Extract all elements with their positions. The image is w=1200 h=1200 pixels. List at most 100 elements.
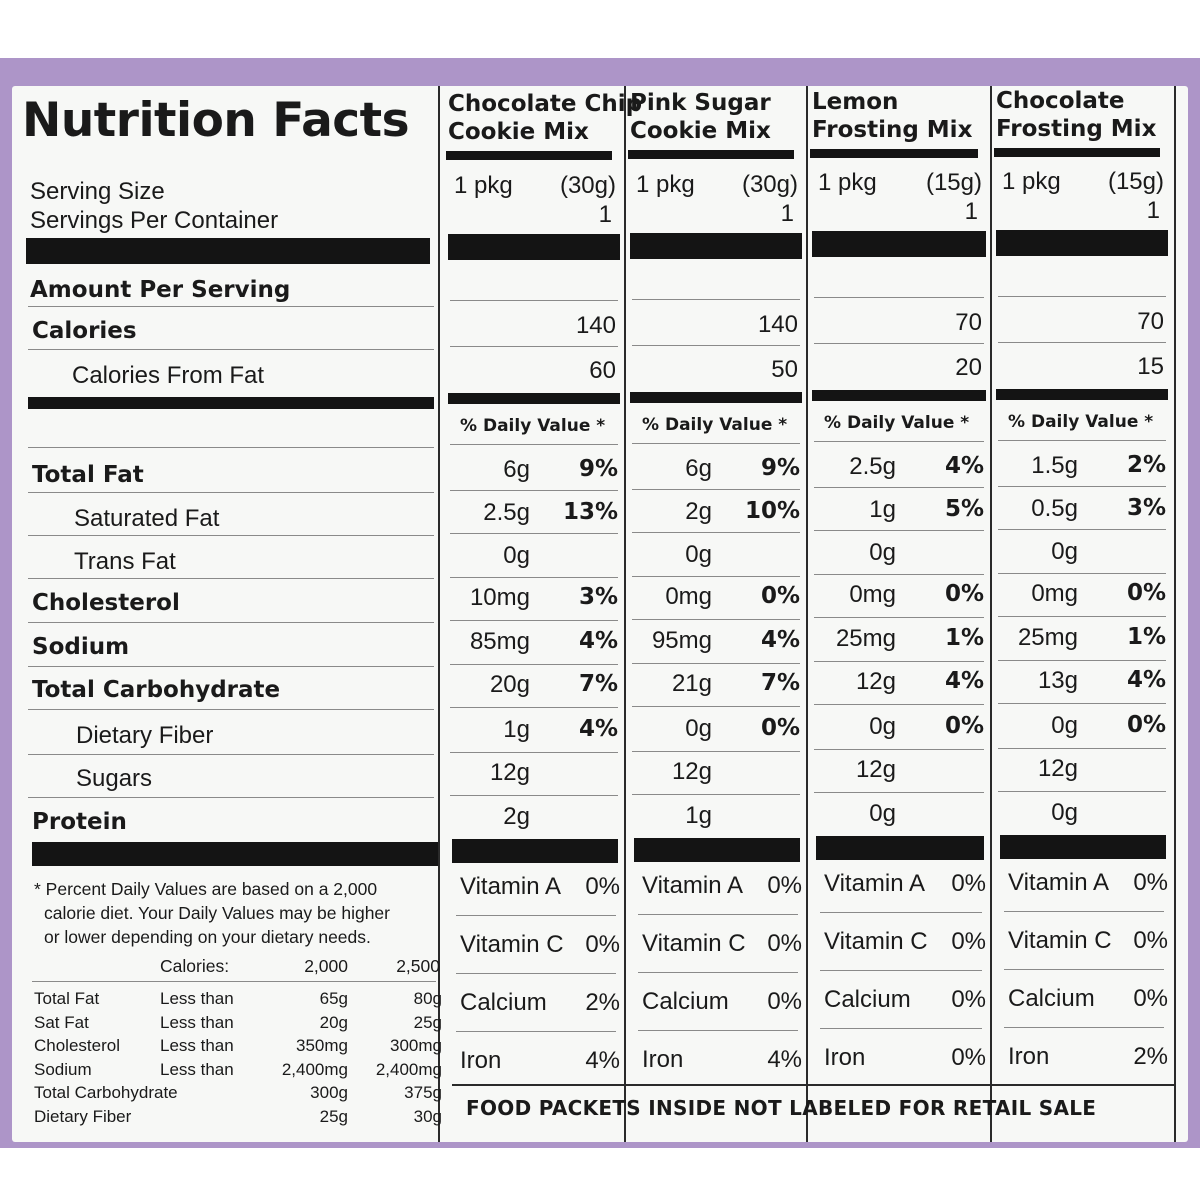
calcium-value: 0%: [1133, 984, 1168, 1012]
nutrient-label-sodium: Sodium: [32, 634, 130, 660]
amount-cholesterol: 0mg: [665, 582, 712, 610]
amount-per-serving-label: Amount Per Serving: [30, 277, 291, 303]
row-divider: [998, 702, 1166, 704]
daily-value-saturated-fat: 13%: [562, 499, 618, 525]
nutrient-label-calories-from-fat: Calories From Fat: [72, 362, 265, 389]
row-divider: [450, 752, 618, 753]
vitamin-c-label: Vitamin C: [824, 928, 928, 955]
row-divider: [450, 444, 618, 445]
footnote-nutrient: Sodium: [34, 1059, 92, 1079]
medium-rule: [812, 390, 986, 401]
product-name-line1: Pink Sugar: [630, 90, 771, 116]
row-divider: [814, 661, 984, 662]
daily-value-dietary-fiber: 4%: [578, 716, 618, 742]
serving-qty: 1 pkg: [636, 170, 695, 198]
row-divider: [456, 915, 616, 916]
header-rule: [446, 151, 612, 160]
amount-total-fat: 1.5g: [1031, 451, 1078, 479]
row-divider: [820, 912, 982, 913]
amount-trans-fat: 0g: [685, 540, 712, 568]
amount-sodium: 25mg: [835, 625, 896, 652]
amount-dietary-fiber: 0g: [869, 713, 896, 740]
amount-total-fat: 6g: [503, 456, 530, 483]
vitamin-c-label: Vitamin C: [642, 929, 746, 957]
footnote-2000: 25g: [319, 1107, 348, 1126]
row-divider: [450, 346, 618, 347]
row-divider: [998, 528, 1166, 530]
footnote-2500: 25g: [413, 1012, 442, 1032]
row-divider: [632, 705, 800, 707]
footnote-col-2500: 2,500: [396, 956, 440, 976]
row-divider: [450, 533, 618, 534]
calcium-value: 2%: [585, 989, 620, 1016]
nutrient-label-total-fat: Total Fat: [32, 462, 144, 488]
row-divider: [28, 797, 434, 798]
row-divider: [450, 795, 618, 796]
row-divider: [456, 1031, 616, 1032]
daily-value-cholesterol: 0%: [944, 581, 984, 607]
footnote-2500: 30g: [413, 1107, 442, 1126]
daily-value-total-carbohydrate: 7%: [760, 669, 800, 696]
daily-value-header: % Daily Value *: [642, 414, 788, 435]
footnote-limit: Less than: [160, 1012, 234, 1032]
footnote-2000: 350mg: [296, 1036, 348, 1056]
row-divider: [1004, 1026, 1164, 1028]
row-divider: [814, 530, 984, 531]
vitamin-c-value: 0%: [1133, 926, 1168, 954]
row-divider: [998, 485, 1166, 487]
daily-value-dietary-fiber: 0%: [1126, 711, 1166, 738]
footnote-nutrient: Total Fat: [34, 989, 100, 1008]
row-divider: [638, 1029, 798, 1031]
thick-rule: [26, 238, 430, 264]
row-divider: [1004, 968, 1164, 970]
row-divider: [638, 913, 798, 915]
amount-sodium: 95mg: [651, 626, 712, 654]
servings-per-container-label: Servings Per Container: [30, 207, 279, 234]
notice-divider: [452, 1084, 1174, 1086]
thick-rule: [448, 234, 620, 260]
header-rule: [628, 150, 794, 159]
daily-value-sodium: 4%: [578, 628, 618, 654]
daily-value-dietary-fiber: 0%: [760, 714, 800, 741]
serving-weight: (15g): [925, 169, 982, 196]
row-divider: [450, 577, 618, 578]
vitamin-c-label: Vitamin C: [1008, 926, 1112, 954]
row-divider: [28, 666, 434, 667]
row-divider: [820, 970, 982, 971]
footnote-line2: calorie diet. Your Daily Values may be h…: [44, 903, 390, 923]
row-divider: [28, 578, 434, 579]
footnote-col-2000: 2,000: [304, 956, 348, 976]
product-name-line1: Chocolate Chip: [448, 91, 643, 117]
footnote-nutrient: Total Carbohydrate: [34, 1083, 178, 1103]
daily-value-saturated-fat: 10%: [744, 497, 800, 524]
amount-sodium: 85mg: [469, 628, 530, 655]
footnote-divider: [32, 981, 436, 982]
iron-value: 4%: [585, 1047, 620, 1074]
header-rule: [994, 148, 1160, 157]
amount-total-fat: 6g: [685, 454, 712, 482]
vitamin-a-value: 0%: [585, 873, 620, 900]
daily-value-sodium: 4%: [760, 626, 800, 653]
calories-value: 140: [757, 310, 798, 338]
product-name-line1: Lemon: [812, 89, 899, 115]
row-divider: [998, 659, 1166, 661]
serving-weight: (15g): [1107, 167, 1164, 195]
row-divider: [632, 298, 800, 300]
row-divider: [814, 792, 984, 793]
calcium-value: 0%: [951, 986, 986, 1013]
vitamin-a-label: Vitamin A: [824, 870, 925, 897]
nutrient-label-sugars: Sugars: [76, 765, 153, 792]
iron-label: Iron: [824, 1044, 866, 1071]
footnote-nutrient: Dietary Fiber: [34, 1107, 132, 1126]
vitamin-a-label: Vitamin A: [642, 871, 743, 899]
footnote-limit: Less than: [160, 1036, 234, 1056]
vitamin-c-value: 0%: [951, 928, 986, 955]
product-name-line2: Cookie Mix: [448, 119, 589, 145]
iron-value: 2%: [1133, 1042, 1168, 1070]
amount-sugars: 12g: [671, 757, 712, 785]
vitamin-c-label: Vitamin C: [460, 931, 564, 958]
servings-count: 1: [780, 199, 794, 227]
amount-total-fat: 2.5g: [849, 453, 896, 480]
amount-dietary-fiber: 1g: [503, 716, 530, 743]
daily-value-total-fat: 9%: [760, 454, 800, 481]
